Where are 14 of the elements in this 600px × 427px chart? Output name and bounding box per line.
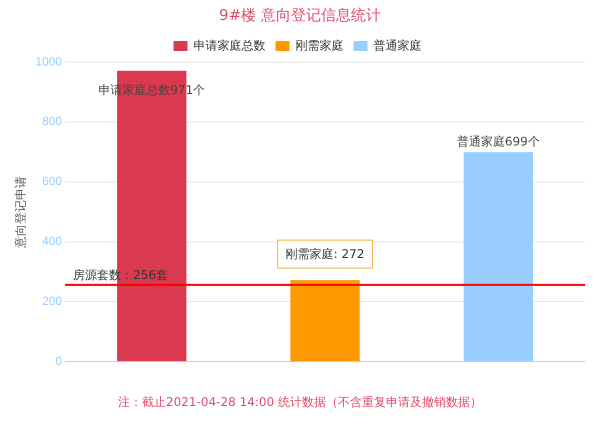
legend-label: 申请家庭总数 [194,38,266,52]
y-tick-label: 400 [42,234,62,248]
y-axis-title: 意向登记申请 [14,176,28,249]
y-tick-label: 1000 [35,54,62,68]
y-tick-label: 0 [55,354,62,368]
legend-label: 刚需家庭 [296,38,344,52]
chart-title: 9#楼 意向登记信息统计 [218,6,382,25]
y-tick-label: 800 [42,114,62,128]
y-tick-label: 600 [42,174,62,188]
legend-label: 普通家庭 [374,38,422,52]
y-tick-label: 200 [42,294,62,308]
data-label: 普通家庭699个 [456,134,540,148]
data-label: 刚需家庭: 272 [286,247,364,262]
text: 注：截止2021-04-28 14:00 统计数据（不含重复申请及撤销数据） [117,394,483,411]
